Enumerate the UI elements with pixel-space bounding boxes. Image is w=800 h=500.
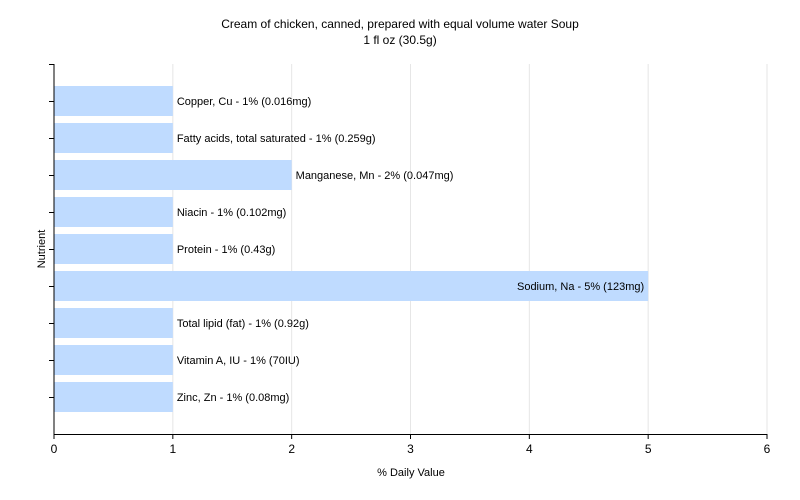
bar-label: Protein - 1% (0.43g) [177, 244, 275, 256]
bar [54, 86, 173, 116]
x-tick-label: 6 [764, 442, 771, 456]
bar-label: Sodium, Na - 5% (123mg) [517, 281, 644, 293]
x-tick-label: 0 [51, 442, 58, 456]
bar [54, 271, 649, 301]
bar-label: Copper, Cu - 1% (0.016mg) [177, 96, 312, 108]
bar-label: Total lipid (fat) - 1% (0.92g) [177, 318, 309, 330]
bar-label: Vitamin A, IU - 1% (70IU) [177, 355, 300, 367]
bar [54, 234, 173, 264]
x-tick-label: 2 [288, 442, 295, 456]
axes: 0 1 2 3 4 5 6 [49, 64, 771, 456]
x-tick-label: 4 [526, 442, 533, 456]
chart-subtitle: 1 fl oz (30.5g) [363, 33, 437, 47]
y-axis-title: Nutrient [36, 230, 48, 269]
bar-label: Fatty acids, total saturated - 1% (0.259… [177, 133, 376, 145]
x-tick-label: 3 [407, 442, 414, 456]
x-axis-title: % Daily Value [377, 467, 445, 479]
bar [54, 160, 292, 190]
bar [54, 308, 173, 338]
x-tick-label: 5 [645, 442, 652, 456]
bars: Copper, Cu - 1% (0.016mg) Fatty acids, to… [54, 86, 649, 412]
bar [54, 123, 173, 153]
bar [54, 382, 173, 412]
bar [54, 345, 173, 375]
chart-title: Cream of chicken, canned, prepared with … [221, 17, 579, 31]
bar-label: Zinc, Zn - 1% (0.08mg) [177, 392, 289, 404]
chart-title-block: Cream of chicken, canned, prepared with … [0, 16, 800, 48]
bar-label: Manganese, Mn - 2% (0.047mg) [296, 170, 454, 182]
bar [54, 197, 173, 227]
bar-label: Niacin - 1% (0.102mg) [177, 207, 286, 219]
x-tick-label: 1 [169, 442, 176, 456]
